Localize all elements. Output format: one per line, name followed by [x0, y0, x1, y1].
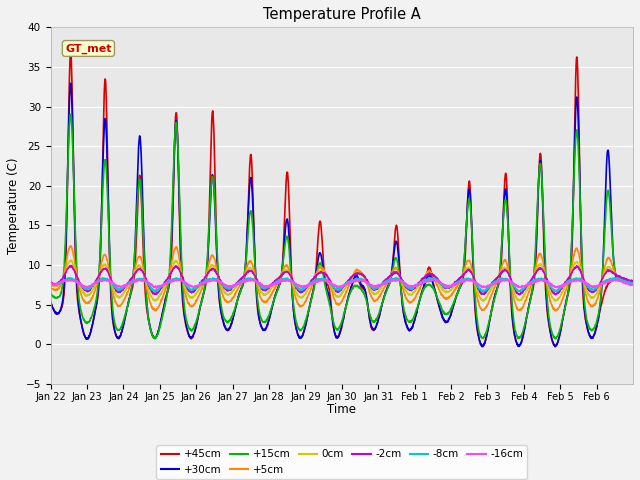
Text: GT_met: GT_met [65, 43, 111, 54]
Line: 0cm: 0cm [51, 260, 633, 301]
-2cm [551, 291, 559, 297]
+45cm [231, 308, 239, 314]
-8cm [378, 282, 385, 288]
+15cm [67, 111, 74, 117]
Y-axis label: Temperature (C): Temperature (C) [7, 157, 20, 254]
-2cm [231, 282, 239, 288]
+5cm [378, 290, 385, 296]
Legend: +45cm, +30cm, +15cm, +5cm, 0cm, -2cm, -8cm, -16cm: +45cm, +30cm, +15cm, +5cm, 0cm, -2cm, -8… [156, 445, 527, 479]
+45cm [105, 232, 113, 238]
-2cm [629, 278, 637, 284]
+5cm [518, 305, 525, 311]
Line: +15cm: +15cm [51, 114, 633, 339]
-8cm [479, 288, 486, 294]
+45cm [518, 338, 525, 344]
+30cm [231, 309, 239, 314]
-2cm [378, 282, 385, 288]
+15cm [552, 336, 559, 342]
+45cm [47, 299, 54, 305]
-16cm [621, 281, 629, 287]
+30cm [621, 278, 629, 284]
-16cm [105, 278, 113, 284]
+30cm [518, 338, 525, 344]
+30cm [67, 81, 74, 86]
+5cm [551, 307, 559, 313]
0cm [550, 298, 558, 303]
+15cm [550, 334, 558, 339]
+15cm [47, 290, 54, 296]
+45cm [67, 49, 74, 55]
+30cm [629, 280, 637, 286]
+30cm [105, 228, 113, 234]
-16cm [356, 276, 364, 282]
+15cm [105, 234, 113, 240]
0cm [629, 278, 637, 284]
-8cm [231, 282, 239, 288]
+5cm [67, 243, 75, 249]
+45cm [621, 278, 629, 284]
+15cm [231, 307, 239, 312]
-8cm [621, 277, 629, 283]
0cm [378, 285, 385, 290]
-2cm [516, 292, 524, 298]
Line: -2cm: -2cm [51, 265, 633, 295]
+15cm [629, 280, 637, 286]
+5cm [629, 281, 637, 287]
+30cm [550, 342, 558, 348]
-8cm [47, 282, 54, 288]
+30cm [551, 344, 559, 349]
Line: +45cm: +45cm [51, 52, 633, 347]
0cm [47, 282, 54, 288]
+5cm [47, 285, 54, 291]
Line: +5cm: +5cm [51, 246, 633, 311]
+45cm [629, 280, 637, 286]
-8cm [551, 288, 559, 294]
Line: -16cm: -16cm [51, 279, 633, 288]
0cm [231, 286, 239, 292]
-16cm [378, 282, 385, 288]
0cm [552, 298, 559, 304]
-16cm [231, 282, 239, 288]
-16cm [551, 284, 559, 289]
+30cm [47, 300, 54, 305]
-16cm [629, 282, 637, 288]
-8cm [105, 278, 113, 284]
Line: +30cm: +30cm [51, 84, 633, 347]
0cm [621, 276, 629, 282]
-2cm [621, 276, 629, 282]
-2cm [47, 280, 54, 286]
0cm [105, 271, 113, 276]
+45cm [551, 343, 559, 348]
+15cm [518, 332, 525, 338]
Title: Temperature Profile A: Temperature Profile A [263, 7, 420, 22]
-16cm [47, 282, 54, 288]
+30cm [378, 305, 385, 311]
-2cm [67, 263, 75, 268]
+5cm [105, 267, 113, 273]
+45cm [479, 344, 486, 349]
+5cm [151, 308, 159, 314]
-2cm [518, 289, 525, 295]
Line: -8cm: -8cm [51, 278, 633, 291]
+5cm [231, 291, 239, 297]
+5cm [621, 278, 629, 284]
0cm [67, 257, 75, 263]
-16cm [518, 284, 525, 289]
-2cm [105, 271, 113, 277]
-8cm [518, 287, 525, 292]
0cm [518, 297, 525, 302]
-16cm [153, 286, 161, 291]
+15cm [378, 303, 385, 309]
-8cm [99, 275, 106, 281]
+45cm [378, 305, 385, 311]
X-axis label: Time: Time [327, 403, 356, 416]
-8cm [629, 280, 637, 286]
+15cm [621, 279, 629, 285]
